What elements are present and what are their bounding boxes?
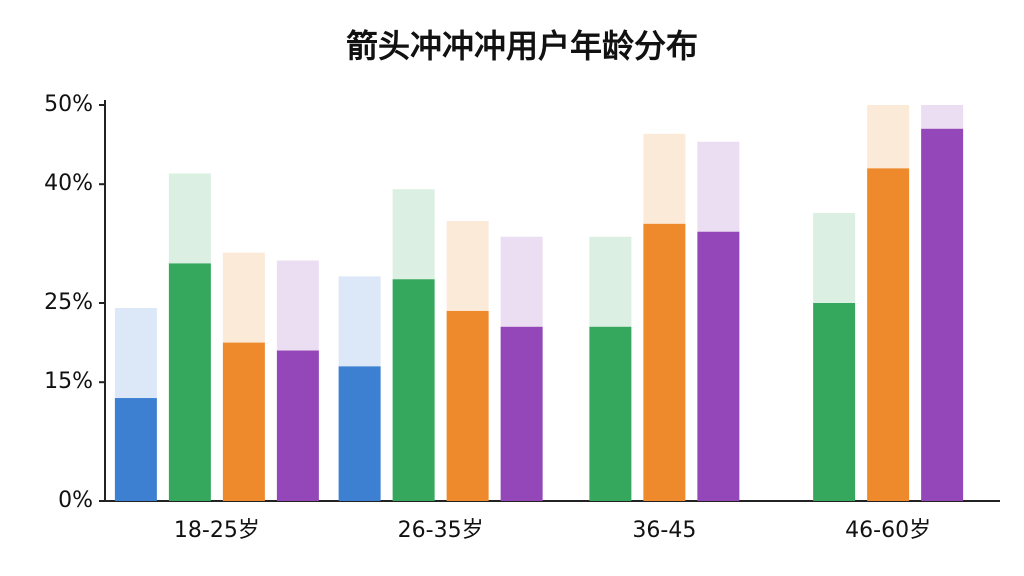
bar bbox=[589, 326, 632, 501]
bar bbox=[276, 350, 319, 501]
x-tick-label: 18-25岁 bbox=[174, 518, 260, 543]
x-tick-label: 36-45 bbox=[632, 518, 696, 543]
bar bbox=[500, 326, 543, 501]
bar bbox=[392, 279, 435, 501]
y-tick-label: 0% bbox=[58, 488, 93, 513]
bar-ghost bbox=[168, 173, 211, 264]
bar bbox=[168, 263, 211, 501]
y-tick-label: 40% bbox=[44, 171, 93, 196]
x-tick-label: 26-35岁 bbox=[398, 518, 484, 543]
chart-title: 箭头冲冲冲用户年龄分布 bbox=[346, 27, 698, 65]
bar bbox=[222, 342, 265, 501]
bar-ghost bbox=[338, 276, 381, 367]
bar bbox=[114, 398, 157, 501]
bar-ghost bbox=[114, 308, 157, 399]
bar bbox=[446, 310, 489, 501]
bar-ghost bbox=[867, 105, 910, 169]
bar-ghost bbox=[222, 252, 265, 343]
bar-ghost bbox=[813, 213, 856, 303]
bar-ghost bbox=[697, 141, 740, 232]
bar bbox=[697, 231, 740, 501]
bar-ghost bbox=[276, 260, 319, 351]
y-tick-label: 15% bbox=[44, 369, 93, 394]
x-tick-label: 46-60岁 bbox=[845, 518, 931, 543]
bar bbox=[921, 128, 964, 501]
bar-ghost bbox=[500, 236, 543, 327]
y-tick-label: 50% bbox=[44, 92, 93, 117]
bar-ghost bbox=[446, 220, 489, 311]
bar-ghost bbox=[643, 133, 686, 224]
bar-ghost bbox=[589, 236, 632, 327]
bar bbox=[643, 223, 686, 502]
bar bbox=[813, 303, 856, 501]
bar bbox=[867, 168, 910, 502]
bar-ghost bbox=[921, 105, 964, 129]
bar-ghost bbox=[392, 189, 435, 280]
y-tick-label: 25% bbox=[44, 290, 93, 315]
bar bbox=[338, 366, 381, 501]
